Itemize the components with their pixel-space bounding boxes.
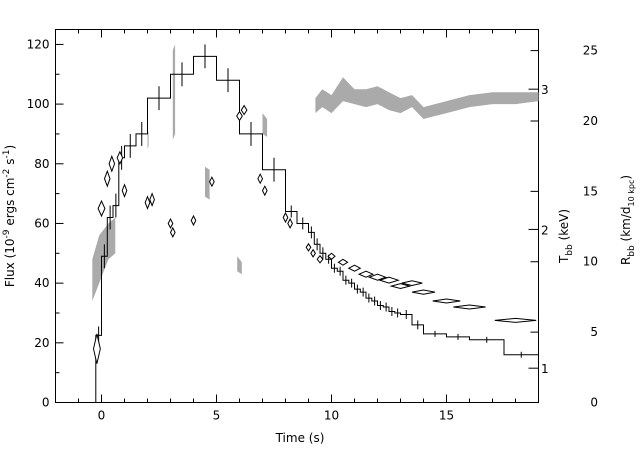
y-right-r-sub2: 10 kpc (627, 180, 636, 207)
y-right-r-tick-label: 25 (583, 44, 598, 58)
radius-diamond (378, 276, 400, 284)
temperature-band-fragment (237, 256, 242, 275)
y-right-t-tick-label: 3 (541, 83, 549, 97)
y-left-tick-label: 20 (34, 336, 49, 350)
y-left-tick-label: 100 (27, 97, 50, 111)
radius-diamond (209, 176, 215, 188)
radius-diamond (240, 104, 248, 116)
y-right-r-tick-label: 0 (590, 396, 598, 410)
temperature-band-early (92, 217, 116, 301)
y-left-title-exp3: -1 (2, 150, 12, 159)
radius-diamond (261, 185, 268, 197)
y-right-t-tick-label: 2 (541, 223, 549, 237)
y-left-title-mid: ergs cm (3, 178, 17, 230)
y-left-tick-label: 80 (34, 157, 49, 171)
y-left-title-mid2: s (3, 159, 17, 169)
y-right-t-base: T (557, 255, 571, 264)
y-left-title-base: Flux (10 (3, 238, 17, 287)
radius-diamond (310, 248, 316, 258)
radius-diamond (103, 169, 111, 188)
temperature-band-tail (315, 77, 539, 119)
radius-diamond (411, 289, 436, 295)
y-left-title-end: ) (3, 145, 17, 150)
radius-diamond (401, 280, 423, 287)
y-left-title-exp2: -2 (2, 169, 12, 178)
y-right-r-base: R (619, 257, 633, 265)
y-right-r-tick-label: 5 (590, 325, 598, 339)
radius-diamond (121, 183, 128, 198)
axis-ticks-layer: 0 5 10 15 0 20 40 60 80 100 120 0 5 10 15 20 25 1 2 3 (27, 29, 598, 423)
radius-diamond (116, 150, 124, 165)
radius-diamond (357, 270, 375, 278)
temperature-band-fragment (262, 113, 268, 137)
radius-diamond (97, 199, 106, 218)
radius-diamond (282, 211, 289, 224)
y-right-r-tick-label: 20 (583, 114, 598, 128)
radius-diamond (389, 283, 412, 290)
radius-diamond (347, 264, 362, 272)
radius-diamond (453, 304, 486, 310)
radius-diamond (149, 192, 155, 207)
radius-diamond (327, 252, 336, 260)
y-left-tick-label: 0 (42, 396, 50, 410)
y-right-r-mid: (km/d (619, 206, 633, 245)
temperature-band-layer (92, 44, 539, 301)
y-right-t-tick-label: 1 (541, 362, 549, 376)
x-axis-title: Time (s) (275, 431, 325, 445)
y-right-temperature-title: Tbb (keV) (557, 209, 575, 264)
radius-diamond (305, 242, 312, 252)
y-left-tick-label: 120 (27, 37, 50, 51)
radius-diamond (190, 214, 197, 227)
radius-diamond (432, 298, 461, 304)
x-tick-label: 0 (98, 409, 106, 423)
temperature-band-fragment (172, 44, 176, 140)
radius-diamond (108, 154, 116, 173)
temperature-band-fragment (147, 131, 149, 149)
radius-diamond (92, 333, 101, 364)
x-tick-label: 15 (439, 409, 454, 423)
y-right-r-sub: bb (627, 245, 637, 257)
y-right-radius-title: Rbb (km/d10 kpc) (619, 175, 637, 265)
radius-diamond (287, 217, 293, 229)
y-right-r-tick-label: 10 (583, 255, 598, 269)
x-tick-label: 5 (213, 409, 221, 423)
y-left-tick-label: 40 (34, 276, 49, 290)
radius-diamond (367, 273, 388, 281)
y-left-axis-title: Flux (10-9 ergs cm-2 s-1) (2, 145, 17, 287)
y-right-r-tick-label: 15 (583, 184, 598, 198)
y-right-t-unit: (keV) (557, 209, 571, 244)
y-left-title-exp1: -9 (2, 229, 12, 238)
radius-diamond (144, 195, 151, 210)
radius-diamond-layer (92, 104, 537, 364)
radius-diamond (169, 226, 176, 238)
radius-diamond (494, 317, 537, 323)
radius-diamond (167, 217, 174, 229)
radius-diamond (236, 110, 243, 122)
y-left-tick-label: 60 (34, 216, 49, 230)
y-right-t-sub: bb (565, 244, 575, 256)
x-tick-label: 10 (324, 409, 339, 423)
radius-diamond (257, 173, 264, 185)
temperature-band-fragment (205, 166, 210, 200)
y-right-r-end: ) (619, 175, 633, 180)
radius-diamond (337, 258, 349, 266)
plot-frame (55, 29, 539, 403)
radius-diamond (316, 254, 324, 264)
